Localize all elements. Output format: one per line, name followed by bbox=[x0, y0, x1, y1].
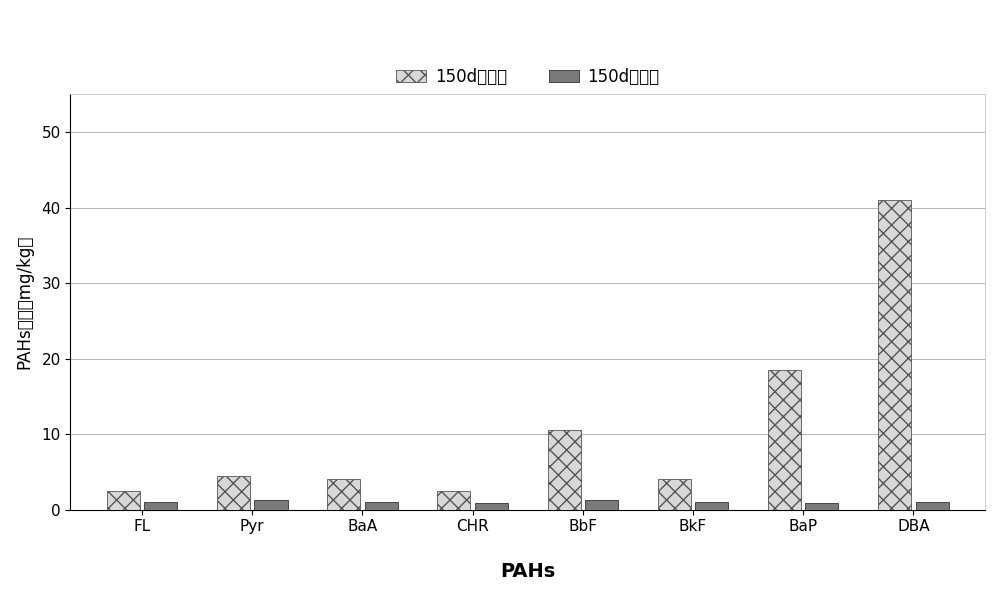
Bar bbox=[217, 476, 250, 510]
Bar bbox=[768, 370, 801, 510]
X-axis label: PAHs: PAHs bbox=[500, 562, 555, 581]
Y-axis label: PAHs浓度（mg/kg）: PAHs浓度（mg/kg） bbox=[15, 235, 33, 369]
Bar bbox=[254, 501, 288, 510]
Bar bbox=[878, 200, 911, 510]
Bar bbox=[658, 479, 691, 510]
Bar bbox=[144, 502, 177, 510]
Bar bbox=[916, 502, 949, 510]
Bar bbox=[327, 479, 360, 510]
Bar bbox=[107, 491, 140, 510]
Bar bbox=[475, 504, 508, 510]
Bar bbox=[548, 430, 581, 510]
Bar bbox=[695, 502, 728, 510]
Bar bbox=[585, 501, 618, 510]
Bar bbox=[437, 491, 470, 510]
Bar bbox=[805, 504, 838, 510]
Bar bbox=[365, 502, 398, 510]
Legend: 150d种植前, 150d种植后: 150d种植前, 150d种植后 bbox=[390, 61, 666, 92]
